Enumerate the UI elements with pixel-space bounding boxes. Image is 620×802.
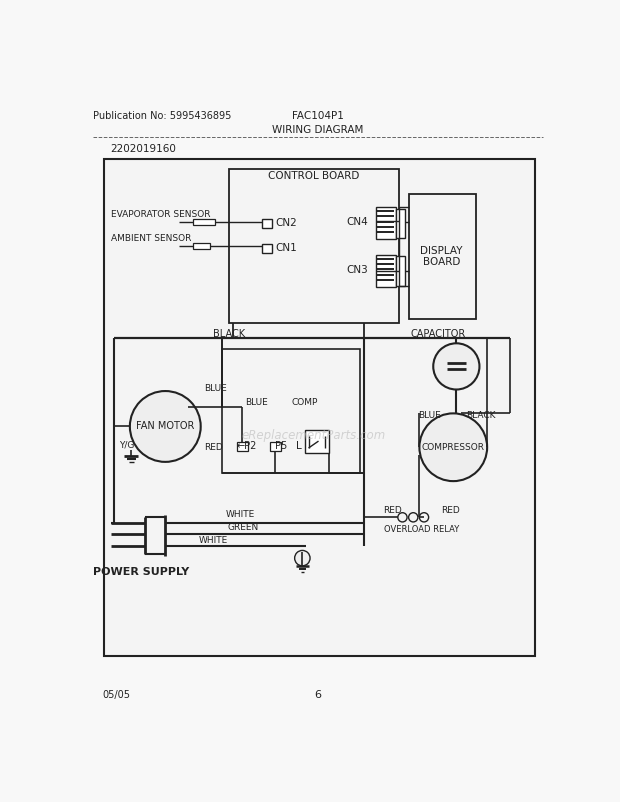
Text: CN4: CN4 [346, 217, 368, 227]
Bar [304, 431, 329, 454]
Text: WIRING DIAGRAM: WIRING DIAGRAM [272, 125, 363, 135]
Text: COMP: COMP [291, 398, 318, 407]
Circle shape [433, 344, 479, 390]
Text: COMPRESSOR: COMPRESSOR [422, 443, 485, 452]
Bar [193, 220, 215, 226]
Bar [104, 160, 535, 656]
Bar [229, 170, 399, 323]
Text: DISPLAY
BOARD: DISPLAY BOARD [420, 245, 463, 267]
Bar [376, 255, 396, 288]
Text: EVAPORATOR SENSOR: EVAPORATOR SENSOR [112, 209, 211, 218]
Bar [270, 443, 281, 452]
Text: P5: P5 [275, 440, 288, 451]
Text: Y/G: Y/G [119, 440, 135, 449]
Text: CONTROL BOARD: CONTROL BOARD [268, 171, 360, 180]
Text: RED: RED [383, 505, 402, 514]
Text: L: L [296, 440, 302, 451]
Bar [193, 244, 210, 250]
Text: 2202019160: 2202019160 [110, 144, 175, 153]
Text: 05/05: 05/05 [102, 690, 130, 699]
Text: BLUE: BLUE [245, 398, 267, 407]
Text: RED: RED [441, 505, 460, 514]
Text: FAC104P1: FAC104P1 [292, 111, 343, 121]
Text: OVERLOAD RELAY: OVERLOAD RELAY [384, 524, 459, 533]
Text: WHITE: WHITE [226, 509, 255, 518]
Text: CN1: CN1 [275, 243, 297, 253]
Bar [262, 245, 272, 254]
Text: BLUE: BLUE [418, 411, 441, 420]
Text: WHITE: WHITE [199, 536, 228, 545]
Text: RED: RED [205, 443, 223, 452]
Bar [396, 209, 405, 238]
Text: CN3: CN3 [346, 265, 368, 274]
Circle shape [419, 414, 487, 481]
Text: BLUE: BLUE [205, 384, 228, 393]
Text: BLACK: BLACK [466, 411, 496, 420]
Text: CN2: CN2 [275, 218, 297, 228]
Bar [262, 219, 272, 229]
Bar [221, 350, 360, 473]
Bar [237, 443, 247, 452]
Bar [396, 257, 405, 286]
Circle shape [294, 551, 310, 566]
Text: 6: 6 [314, 690, 321, 699]
Text: AMBIENT SENSOR: AMBIENT SENSOR [112, 234, 192, 243]
Text: GREEN: GREEN [228, 522, 259, 532]
Text: CAPACITOR: CAPACITOR [410, 328, 466, 338]
Text: POWER SUPPLY: POWER SUPPLY [92, 566, 188, 577]
Text: ←P2: ←P2 [237, 440, 257, 451]
Bar [409, 195, 476, 319]
Text: FAN MOTOR: FAN MOTOR [136, 420, 195, 431]
Circle shape [130, 391, 201, 462]
Text: eReplacementParts.com: eReplacementParts.com [242, 428, 386, 441]
Text: Publication No: 5995436895: Publication No: 5995436895 [93, 111, 231, 121]
Text: BLACK: BLACK [213, 328, 246, 338]
Bar [376, 208, 396, 240]
